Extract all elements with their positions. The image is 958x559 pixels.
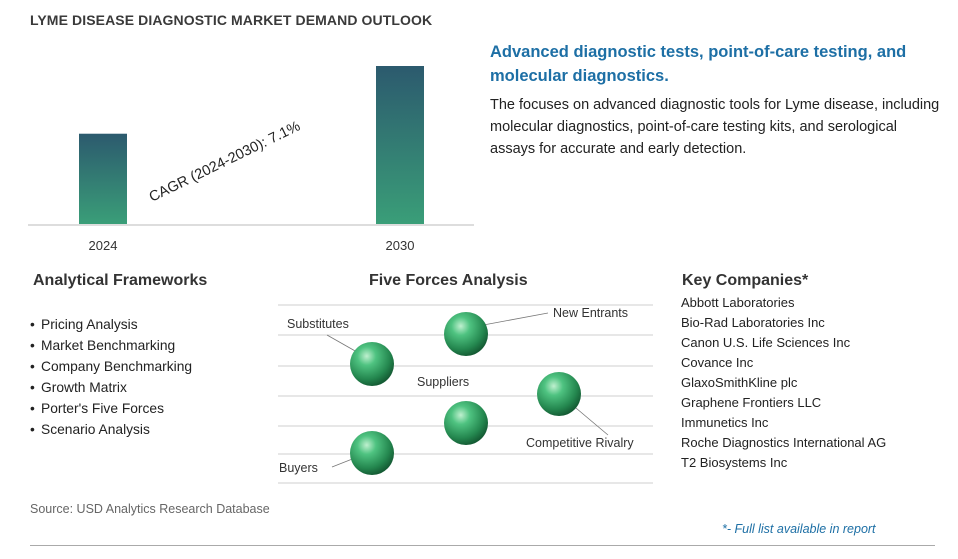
list-item: Canon U.S. Life Sciences Inc <box>681 335 851 350</box>
list-item: Market Benchmarking <box>30 335 192 356</box>
source-note: Source: USD Analytics Research Database <box>30 502 270 516</box>
list-item: Abbott Laboratories <box>681 295 795 310</box>
new-entrants-label: New Entrants <box>553 306 628 320</box>
substitutes-label: Substitutes <box>287 317 349 331</box>
headline: Advanced diagnostic tests, point-of-care… <box>490 43 907 85</box>
footnote: *- Full list available in report <box>722 522 876 536</box>
list-item: Pricing Analysis <box>30 314 192 335</box>
market-bar-chart: 2024 2030 CAGR (2024-2030): 7.1% <box>28 66 474 253</box>
bar-2030 <box>376 66 424 224</box>
list-item: Growth Matrix <box>30 377 192 398</box>
list-item: Immunetics Inc <box>681 415 769 430</box>
competitive-rivalry-sphere <box>537 372 581 416</box>
list-item: Bio-Rad Laboratories Inc <box>681 315 825 330</box>
description: The focuses on advanced diagnostic tools… <box>490 97 940 157</box>
list-item: GlaxoSmithKline plc <box>681 375 798 390</box>
new-entrants-sphere <box>444 312 488 356</box>
frameworks-list: Pricing Analysis Market Benchmarking Com… <box>30 314 192 440</box>
five-forces-diagram: Substitutes New Entrants Suppliers Compe… <box>278 304 653 484</box>
list-item: Scenario Analysis <box>30 419 192 440</box>
companies-title: Key Companies* <box>682 272 809 289</box>
companies-list: Abbott Laboratories Bio-Rad Laboratories… <box>681 293 886 473</box>
list-item: Company Benchmarking <box>30 356 192 377</box>
buyers-sphere <box>350 431 394 475</box>
divider <box>30 545 935 546</box>
page-title: LYME DISEASE DIAGNOSTIC MARKET DEMAND OU… <box>30 12 433 28</box>
x-tick-label: 2024 <box>89 238 118 253</box>
suppliers-label: Suppliers <box>417 375 469 389</box>
frameworks-title: Analytical Frameworks <box>33 272 208 289</box>
five-forces-title: Five Forces Analysis <box>369 272 528 289</box>
list-item: Graphene Frontiers LLC <box>681 395 822 410</box>
list-item: Roche Diagnostics International AG <box>681 435 887 450</box>
buyers-label: Buyers <box>279 461 318 475</box>
x-tick-label: 2030 <box>386 238 415 253</box>
bar-2024 <box>79 133 127 224</box>
suppliers-sphere <box>444 401 488 445</box>
list-item: Covance Inc <box>681 355 754 370</box>
competitive-rivalry-label: Competitive Rivalry <box>526 436 634 450</box>
list-item: Porter's Five Forces <box>30 398 192 419</box>
list-item: T2 Biosystems Inc <box>681 455 788 470</box>
substitutes-sphere <box>350 342 394 386</box>
